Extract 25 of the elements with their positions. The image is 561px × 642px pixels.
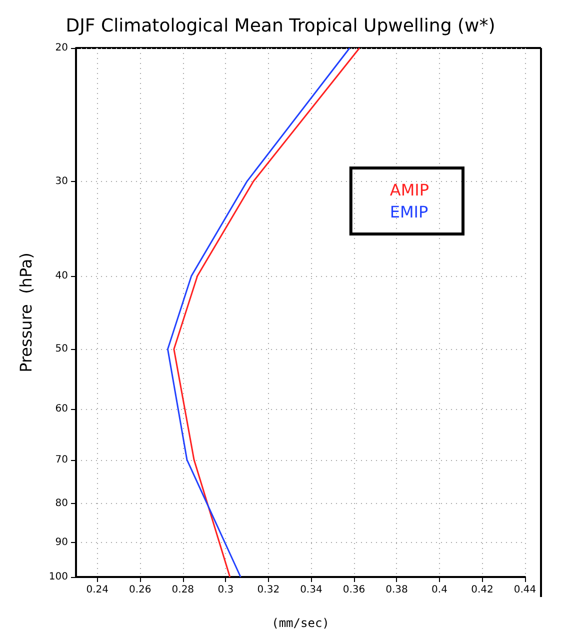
- x-tick-label: 0.28: [172, 584, 194, 596]
- y-tick-label: 60: [55, 404, 68, 415]
- y-tick-label: 20: [55, 42, 68, 54]
- x-tick-label: 0.24: [86, 584, 109, 596]
- chart-title: DJF Climatological Mean Tropical Upwelling (w*): [66, 16, 496, 36]
- y-tick-label: 100: [48, 572, 68, 582]
- x-tick-label: 0.42: [471, 584, 494, 596]
- x-tick-label: 0.38: [386, 584, 408, 596]
- x-tick-label: 0.26: [129, 584, 152, 596]
- x-tick-label: 0.44: [514, 584, 536, 596]
- x-axis-title: (mm/sec): [272, 616, 330, 630]
- x-tick-label: 0.34: [300, 584, 322, 596]
- x-tick-label: 0.32: [257, 584, 280, 596]
- y-tick-label: 40: [55, 270, 68, 282]
- y-tick-label: 70: [55, 454, 68, 466]
- y-tick-label: 80: [55, 498, 68, 510]
- x-tick-label: 0.36: [342, 584, 366, 596]
- y-axis-title: Pressure (hPa): [16, 252, 36, 372]
- x-tick-label: 0.3: [218, 584, 234, 596]
- x-tick-label: 0.4: [432, 584, 448, 596]
- text: EMIP: [390, 202, 429, 222]
- text: AMIP: [390, 180, 430, 200]
- y-tick-label: 50: [55, 344, 68, 355]
- y-tick-label: 30: [55, 176, 68, 187]
- y-tick-label: 90: [55, 536, 68, 548]
